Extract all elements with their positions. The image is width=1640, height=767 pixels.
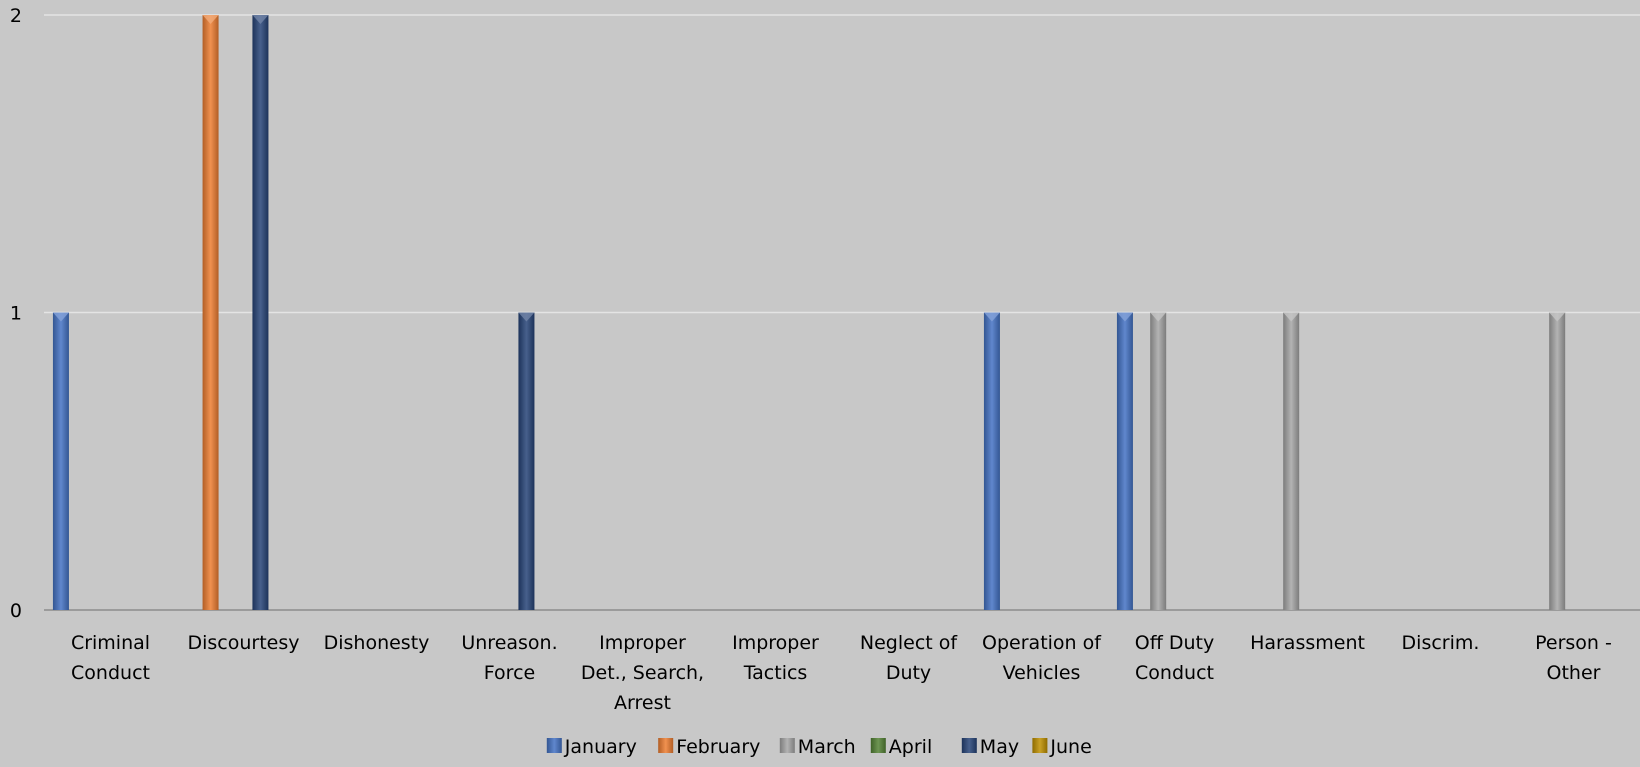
legend-item-may: May xyxy=(961,736,1019,758)
y-tick-label: 1 xyxy=(10,303,22,325)
category-label: Person -Other xyxy=(1535,632,1612,684)
legend: January February March April May June xyxy=(546,736,1092,758)
y-tick-label: 2 xyxy=(10,5,22,27)
legend-swatch xyxy=(546,738,562,753)
legend-item-april: April xyxy=(870,736,932,758)
bar-january xyxy=(1116,312,1133,610)
category-label: Improper Tactics xyxy=(732,632,819,684)
category-label: Improper Det., Search, Arrest xyxy=(581,632,704,714)
legend-item-january: January xyxy=(546,736,637,758)
legend-label: April xyxy=(889,736,932,758)
legend-item-february: February xyxy=(658,736,760,758)
category-label: Discrim. xyxy=(1402,632,1480,654)
legend-item-june: June xyxy=(1032,736,1092,758)
legend-label: January xyxy=(564,736,637,758)
legend-label: March xyxy=(798,736,856,758)
category-label: Unreason. Force xyxy=(461,632,557,684)
category-labels: Criminal Conduct Discourtesy Dishonesty Unre… xyxy=(71,632,1612,714)
bar-may xyxy=(252,15,269,610)
category-label: Dishonesty xyxy=(324,632,430,654)
legend-swatch xyxy=(658,738,674,753)
legend-item-march: March xyxy=(779,736,856,758)
bar-january xyxy=(983,312,1000,610)
bars xyxy=(52,15,1566,610)
category-label: Operation of Vehicles xyxy=(982,632,1102,684)
category-label: Neglect of Duty xyxy=(860,632,958,684)
category-label: Discourtesy xyxy=(187,632,299,654)
bar-january xyxy=(52,312,69,610)
bar-february xyxy=(202,15,219,610)
legend-swatch xyxy=(1032,738,1048,753)
category-label: Criminal Conduct xyxy=(71,632,150,684)
legend-label: February xyxy=(676,736,760,758)
y-tick-label: 0 xyxy=(10,600,22,622)
bar-march xyxy=(1283,312,1300,610)
category-label: Harassment xyxy=(1250,632,1365,654)
bar-march xyxy=(1549,312,1566,610)
axes: 0 1 2 xyxy=(10,5,1640,622)
legend-swatch xyxy=(961,738,977,753)
legend-label: May xyxy=(980,736,1019,758)
legend-swatch xyxy=(870,738,886,753)
legend-swatch xyxy=(779,738,795,753)
bar-may xyxy=(518,312,535,610)
bar-march xyxy=(1150,312,1167,610)
legend-label: June xyxy=(1049,736,1091,758)
gridlines xyxy=(44,14,1640,314)
category-label: Off Duty Conduct xyxy=(1135,632,1214,684)
